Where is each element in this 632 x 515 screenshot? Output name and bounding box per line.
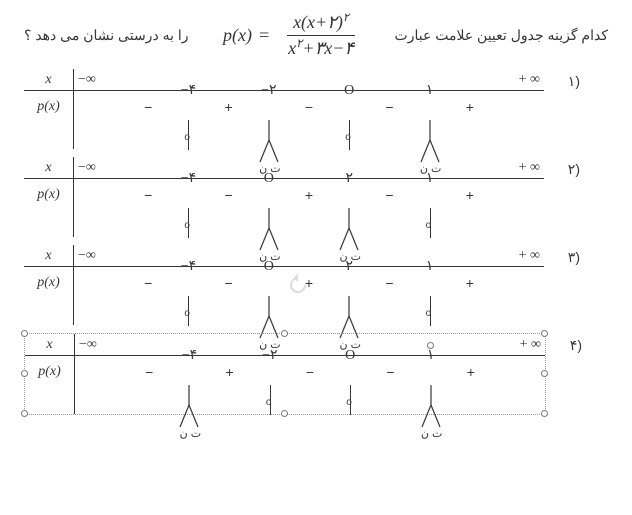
- header-gap: [430, 245, 510, 266]
- header-row: x−∞−۴−۲O۱+ ∞: [24, 69, 544, 91]
- sign-value: +: [269, 179, 349, 211]
- formula-lhs: p(x): [223, 25, 252, 46]
- pos-infinity: + ∞: [510, 245, 544, 267]
- sign-value: −: [108, 91, 188, 123]
- sign-value: +: [188, 91, 268, 123]
- formula: p(x) = x(x+۲)۲ x۲+۳x−۴: [223, 12, 360, 59]
- sign-cell: −: [349, 267, 429, 325]
- sign-value: −: [349, 267, 429, 299]
- sign-value: −: [269, 91, 349, 123]
- pos-infinity: + ∞: [511, 334, 545, 356]
- selection-handle[interactable]: [541, 410, 548, 417]
- option-number: (۴: [554, 333, 582, 354]
- sign-value: +: [430, 267, 510, 299]
- px-label: p(x): [24, 91, 74, 149]
- selection-handle[interactable]: [281, 330, 288, 337]
- sign-row: p(x)−o−ت ن+ت ن−o+: [24, 267, 544, 325]
- option-number: (۱: [552, 69, 580, 90]
- selection-handle[interactable]: [21, 330, 28, 337]
- formula-denominator: x۲+۳x−۴: [282, 36, 360, 59]
- neg-infinity: −∞: [75, 334, 109, 356]
- pos-infinity: + ∞: [510, 157, 544, 179]
- header-x-label: x: [25, 334, 75, 356]
- option-2: x−∞−۴O۲۱+ ∞p(x)−o−ت ن+ت ن−o+(۲: [24, 157, 608, 237]
- sign-value: +: [430, 179, 510, 211]
- header-row: x−∞−۴−۲O۱+ ∞: [25, 334, 545, 356]
- selection-handle[interactable]: [281, 410, 288, 417]
- sign-value: −: [270, 356, 350, 388]
- sign-table: x−∞−۴−۲O۱+ ∞p(x)−o+ت ن−o−ت ن+: [24, 69, 544, 149]
- sign-value: −: [188, 179, 268, 211]
- option-number: (۳: [552, 245, 580, 266]
- sign-cell: −: [108, 179, 188, 237]
- selection-handle[interactable]: [541, 330, 548, 337]
- px-label: p(x): [24, 267, 74, 325]
- den-r: +۳x−۴: [302, 38, 354, 58]
- sign-value: −: [188, 267, 268, 299]
- equals: =: [258, 25, 270, 46]
- header-row: x−∞−۴O۲۱+ ∞: [24, 157, 544, 179]
- neg-infinity: −∞: [74, 69, 108, 91]
- px-label: p(x): [24, 179, 74, 237]
- selection-handle[interactable]: [427, 342, 434, 349]
- header-x-label: x: [24, 157, 74, 179]
- sign-cell: +: [430, 179, 510, 237]
- sign-cell: +: [431, 356, 511, 414]
- selection-handle[interactable]: [21, 370, 28, 377]
- sign-value: +: [430, 91, 510, 123]
- sign-cell: −: [108, 267, 188, 325]
- sign-row: p(x)−o+ت ن−o−ت ن+: [24, 91, 544, 149]
- sign-value: +: [431, 356, 511, 388]
- formula-fraction: x(x+۲)۲ x۲+۳x−۴: [282, 12, 360, 59]
- sign-value: +: [269, 267, 349, 299]
- selection-handle[interactable]: [21, 410, 28, 417]
- sign-value: −: [350, 356, 430, 388]
- pos-infinity: + ∞: [510, 69, 544, 91]
- sign-cell: −: [349, 179, 429, 237]
- sign-row: p(x)−ت ن+o−o−ت ن+: [25, 356, 545, 414]
- question-row: را به درستی نشان می دهد ؟ p(x) = x(x+۲)۲…: [24, 12, 608, 59]
- sign-cell: −: [108, 91, 188, 149]
- undef-label: ت ن: [173, 427, 207, 440]
- option-number: (۲: [552, 157, 580, 178]
- header-gap: [430, 69, 510, 90]
- sign-table: x−∞−۴−۲O۱+ ∞p(x)−ت ن+o−o−ت ن+: [24, 333, 546, 415]
- header-gap: [431, 334, 511, 355]
- sign-value: −: [349, 179, 429, 211]
- num-exp: ۲: [343, 11, 349, 24]
- sign-cell: +: [430, 91, 510, 149]
- selection-handle[interactable]: [541, 370, 548, 377]
- options-container: x−∞−۴−۲O۱+ ∞p(x)−o+ت ن−o−ت ن+(۱x−∞−۴O۲۱+…: [24, 69, 608, 415]
- sign-cell: −: [269, 91, 349, 149]
- option-1: x−∞−۴−۲O۱+ ∞p(x)−o+ت ن−o−ت ن+(۱: [24, 69, 608, 149]
- sign-cell: +: [430, 267, 510, 325]
- num-base: x(x+۲): [293, 12, 343, 32]
- header-row: x−∞−۴O۲۱+ ∞: [24, 245, 544, 267]
- question-right-text: کدام گزینه جدول تعیین علامت عبارت: [395, 27, 608, 44]
- header-x-label: x: [24, 245, 74, 267]
- neg-infinity: −∞: [74, 157, 108, 179]
- undef-label: ت ن: [415, 427, 449, 440]
- header-x-label: x: [24, 69, 74, 91]
- question-left-text: را به درستی نشان می دهد ؟: [24, 27, 189, 44]
- neg-infinity: −∞: [74, 245, 108, 267]
- sign-value: +: [189, 356, 269, 388]
- sign-table: x−∞−۴O۲۱+ ∞p(x)−o−ت ن+ت ن−o+: [24, 245, 544, 325]
- sign-value: −: [108, 179, 188, 211]
- sign-cell: −: [270, 356, 350, 414]
- header-gap: [430, 157, 510, 178]
- den-l: x: [288, 38, 296, 58]
- option-4: x−∞−۴−۲O۱+ ∞p(x)−ت ن+o−o−ت ن+(۴: [24, 333, 608, 415]
- option-3: x−∞−۴O۲۱+ ∞p(x)−o−ت ن+ت ن−o+(۳: [24, 245, 608, 325]
- sign-cell: +: [189, 356, 269, 414]
- sign-value: −: [349, 91, 429, 123]
- den-exp: ۲: [296, 37, 302, 50]
- sign-value: −: [108, 267, 188, 299]
- sign-value: −: [109, 356, 189, 388]
- sign-table: x−∞−۴O۲۱+ ∞p(x)−o−ت ن+ت ن−o+: [24, 157, 544, 237]
- formula-numerator: x(x+۲)۲: [287, 12, 355, 36]
- px-label: p(x): [25, 356, 75, 414]
- sign-row: p(x)−o−ت ن+ت ن−o+: [24, 179, 544, 237]
